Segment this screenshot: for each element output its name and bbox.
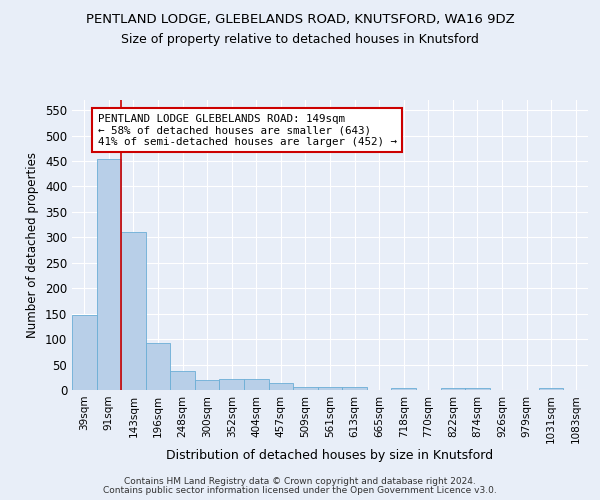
Y-axis label: Number of detached properties: Number of detached properties (26, 152, 40, 338)
Bar (342, 388, 367, 390)
Bar (146, 342, 170, 390)
Text: PENTLAND LODGE GLEBELANDS ROAD: 149sqm
← 58% of detached houses are smaller (643: PENTLAND LODGE GLEBELANDS ROAD: 149sqm ←… (98, 114, 397, 147)
Bar (244, 380, 269, 390)
Bar (318, 387, 342, 390)
Text: Size of property relative to detached houses in Knutsford: Size of property relative to detached ho… (121, 32, 479, 46)
Bar (170, 371, 195, 390)
Text: PENTLAND LODGE, GLEBELANDS ROAD, KNUTSFORD, WA16 9DZ: PENTLAND LODGE, GLEBELANDS ROAD, KNUTSFO… (86, 12, 514, 26)
Bar (440, 388, 465, 390)
Bar (269, 384, 293, 390)
Bar (195, 380, 220, 390)
Bar (220, 380, 244, 390)
Bar (97, 158, 121, 390)
X-axis label: Distribution of detached houses by size in Knutsford: Distribution of detached houses by size … (166, 449, 494, 462)
Text: Contains public sector information licensed under the Open Government Licence v3: Contains public sector information licen… (103, 486, 497, 495)
Bar (539, 388, 563, 390)
Text: Contains HM Land Registry data © Crown copyright and database right 2024.: Contains HM Land Registry data © Crown c… (124, 477, 476, 486)
Bar (72, 314, 97, 390)
Bar (121, 232, 146, 390)
Bar (465, 388, 490, 390)
Bar (391, 388, 416, 390)
Bar (293, 387, 318, 390)
